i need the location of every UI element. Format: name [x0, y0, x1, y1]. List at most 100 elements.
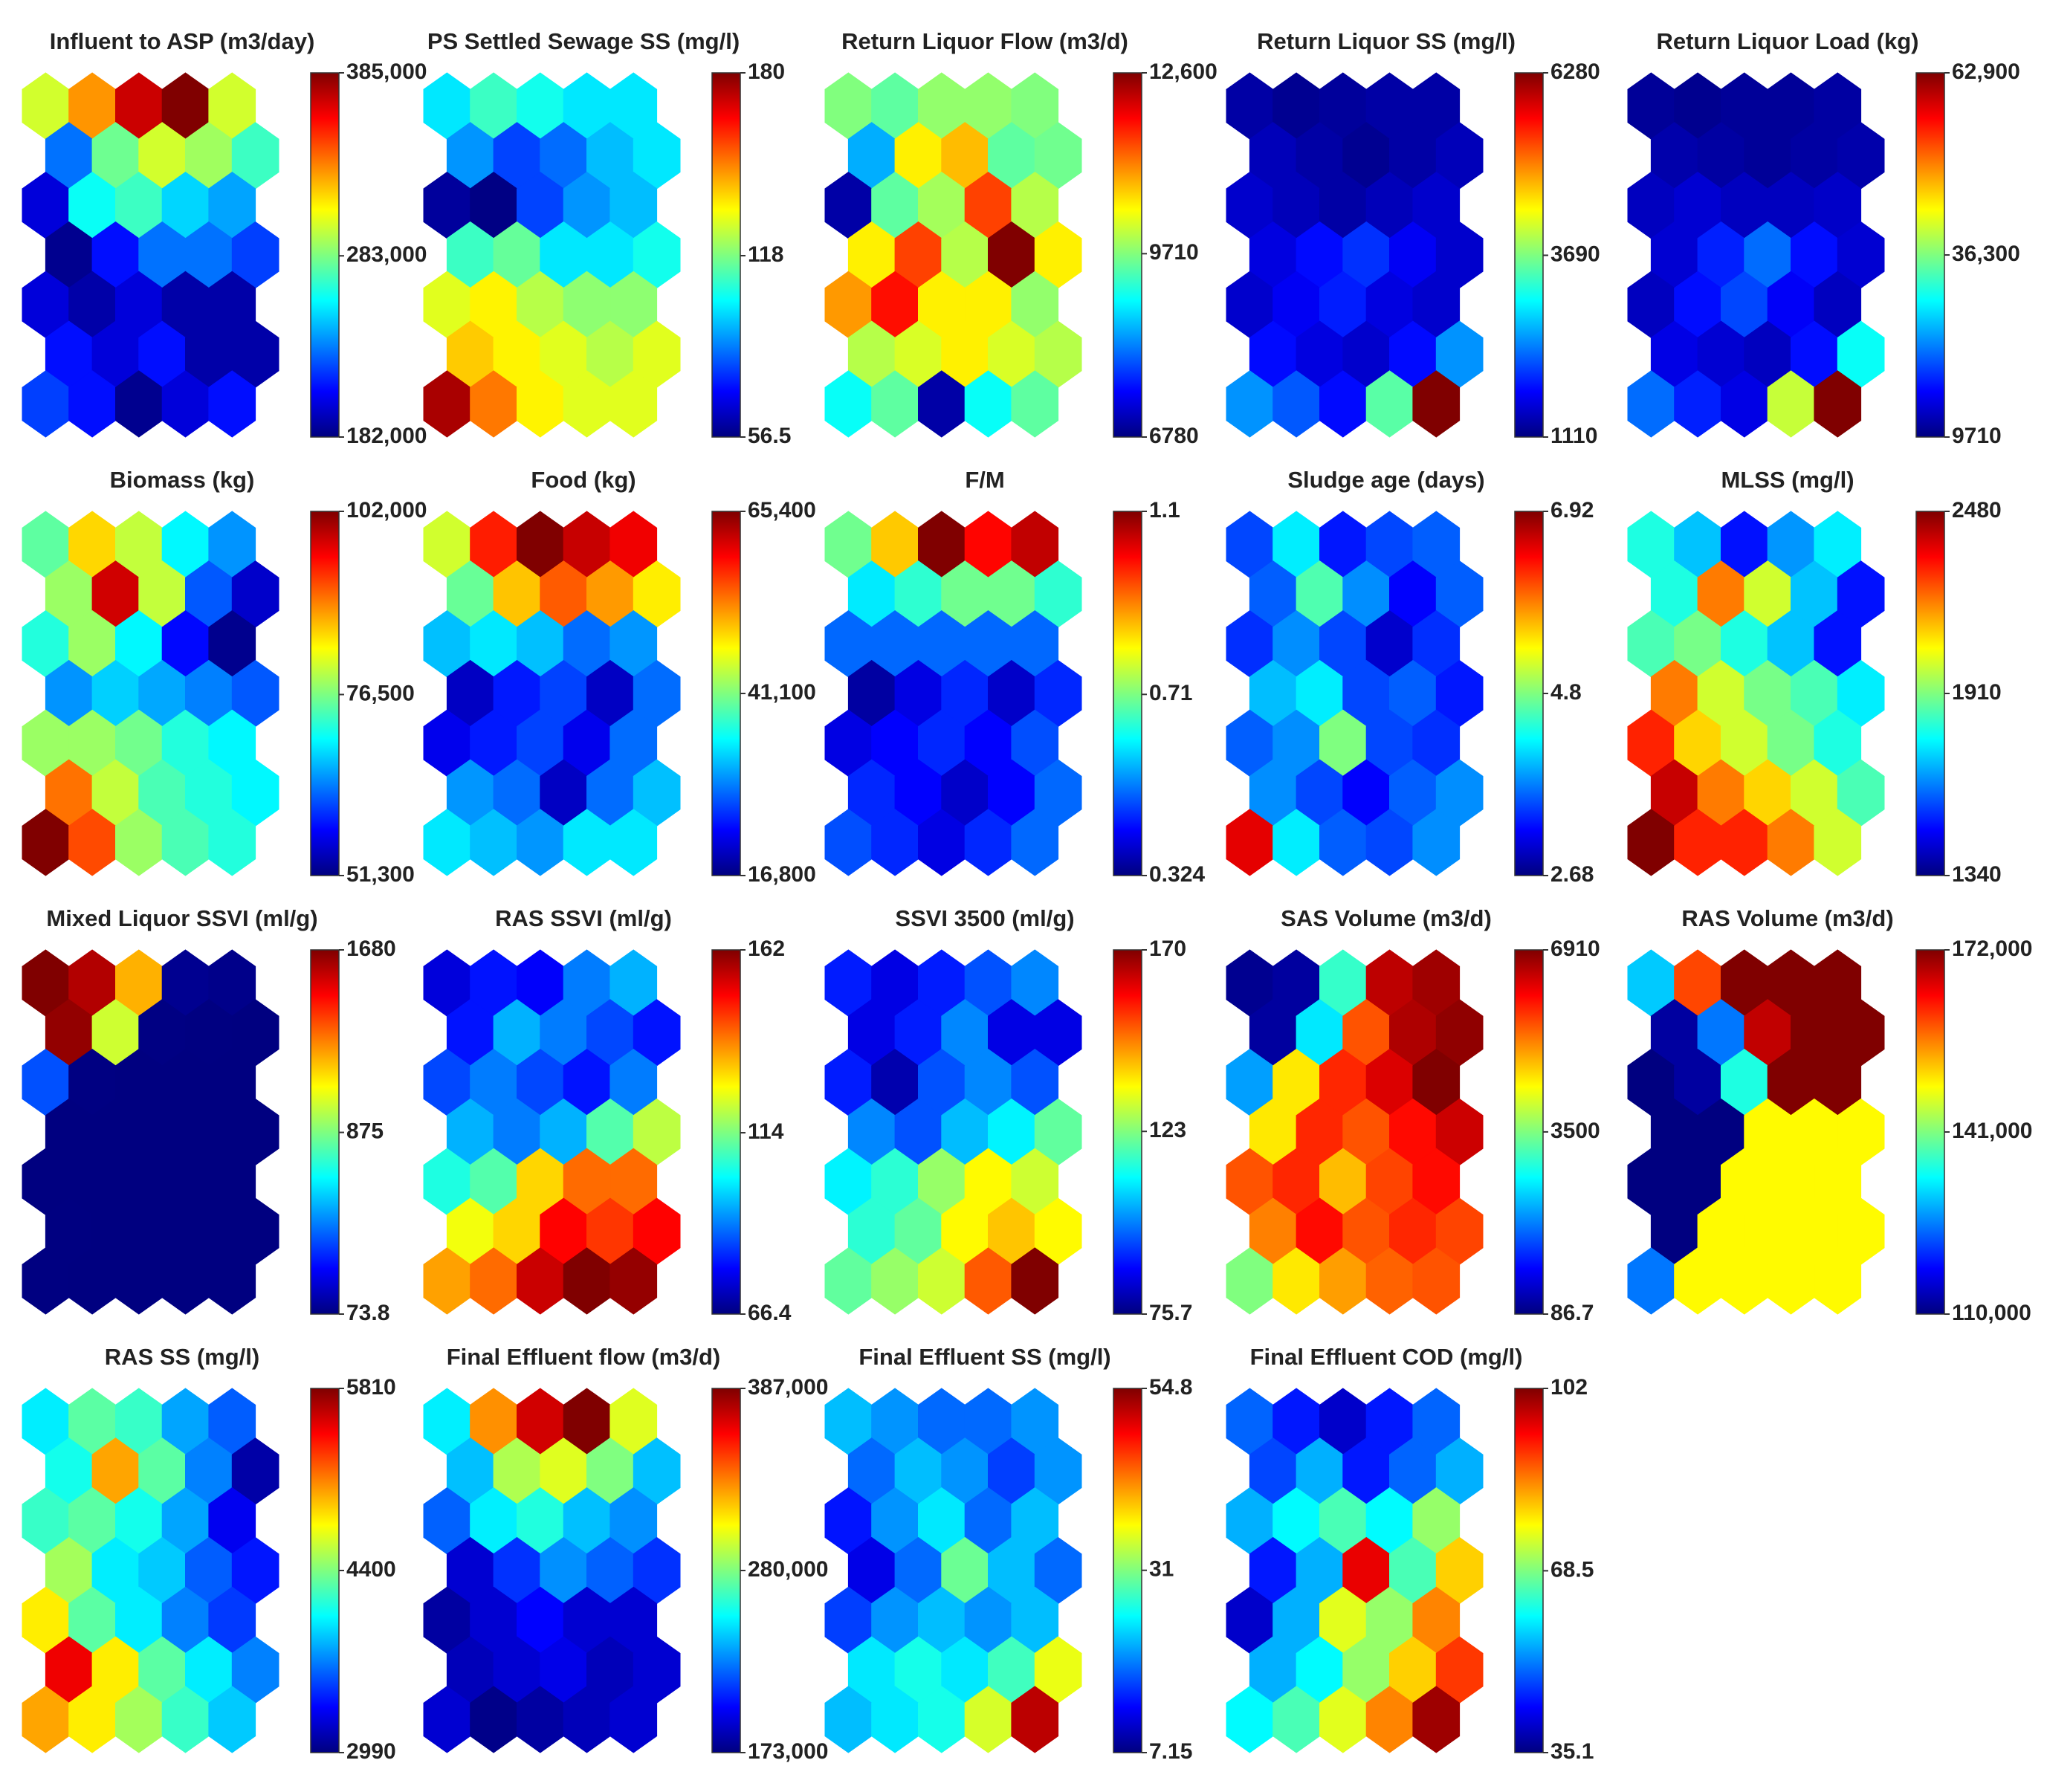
hex-cell	[1011, 1247, 1059, 1315]
colorbar-tick-label: 65,400	[748, 498, 816, 523]
colorbar-tick-label: 280,000	[748, 1557, 828, 1582]
colorbar	[1915, 72, 1945, 438]
component-plane: RAS Volume (m3/d) 110,000 141,000 172,000	[1627, 905, 2032, 1325]
colorbar-tick-label: 182,000	[346, 424, 427, 448]
hex-cell	[609, 370, 658, 438]
colorbar	[1514, 1388, 1544, 1753]
colorbar-tick-label: 102,000	[346, 498, 427, 523]
colorbar-tick-label: 180	[748, 59, 785, 84]
hex-cell	[609, 1686, 658, 1753]
colorbar-tick-label: 66.4	[748, 1301, 792, 1325]
hex-cell	[1412, 809, 1461, 876]
component-plane: SAS Volume (m3/d) 86.7 3500 6910	[1226, 905, 1600, 1325]
colorbar-tick-label: 62,900	[1952, 59, 2020, 84]
hex-cell	[208, 1686, 256, 1753]
colorbar	[1915, 511, 1945, 876]
colorbar-tick-label: 6280	[1550, 59, 1600, 84]
colorbar-tick-label: 35.1	[1550, 1739, 1594, 1764]
colorbar-tick-label: 75.7	[1149, 1301, 1192, 1325]
component-plane: Biomass (kg) 51,300 76,500 102,000	[22, 467, 427, 887]
hex-cell	[1011, 1686, 1059, 1753]
component-plane: RAS SS (mg/l) 2990 4400 5810	[22, 1344, 396, 1764]
plane-title: Sludge age (days)	[1287, 467, 1484, 493]
colorbar	[1915, 949, 1945, 1315]
plane-title: Biomass (kg)	[110, 467, 255, 493]
colorbar-tick-label: 2480	[1952, 498, 2002, 523]
colorbar-tick-label: 1110	[1550, 424, 1597, 448]
colorbar-tick-label: 2.68	[1550, 862, 1594, 887]
plane-title: Final Effluent SS (mg/l)	[858, 1344, 1110, 1370]
colorbar	[711, 1388, 741, 1753]
component-plane: SSVI 3500 (ml/g) 75.7 123 170	[824, 905, 1192, 1325]
colorbar-tick-label: 173,000	[748, 1739, 828, 1764]
colorbar	[1113, 949, 1142, 1315]
hex-cell	[609, 809, 658, 876]
component-plane: Final Effluent SS (mg/l) 7.15 31 54.8	[824, 1344, 1192, 1764]
component-plane: Food (kg) 16,800 41,100 65,400	[423, 467, 816, 887]
hex-cell	[1814, 370, 1862, 438]
plane-title: MLSS (mg/l)	[1721, 467, 1854, 493]
colorbar-tick-label: 7.15	[1149, 1739, 1192, 1764]
component-plane: Influent to ASP (m3/day) 182,000 283,000 38…	[22, 28, 427, 448]
colorbar-tick-label: 2990	[346, 1739, 396, 1764]
colorbar	[1113, 72, 1142, 438]
colorbar-tick-label: 875	[346, 1119, 384, 1144]
colorbar-tick-label: 12,600	[1149, 59, 1217, 84]
colorbar-tick-label: 31	[1149, 1557, 1174, 1582]
colorbar	[310, 1388, 340, 1753]
colorbar-tick-label: 0.71	[1149, 681, 1192, 705]
component-plane: MLSS (mg/l) 1340 1910 2480	[1627, 467, 2002, 887]
colorbar-tick-label: 68.5	[1550, 1557, 1594, 1582]
colorbar-tick-label: 0.324	[1149, 862, 1205, 887]
colorbar-tick-label: 114	[748, 1119, 784, 1144]
hex-cell	[208, 1247, 256, 1315]
colorbar-tick-label: 73.8	[346, 1301, 389, 1325]
plane-title: F/M	[965, 467, 1004, 493]
plane-title: Return Liquor SS (mg/l)	[1257, 28, 1516, 54]
colorbar	[711, 511, 741, 876]
colorbar	[1514, 949, 1544, 1315]
colorbar-tick-label: 283,000	[346, 242, 427, 267]
plane-title: Final Effluent flow (m3/d)	[447, 1344, 721, 1370]
hex-cell	[1412, 370, 1461, 438]
component-plane: PS Settled Sewage SS (mg/l) 56.5 118 180	[423, 28, 791, 448]
colorbar-tick-label: 9710	[1952, 424, 2002, 448]
component-plane: F/M 0.324 0.71 1.1	[824, 467, 1205, 887]
colorbar-tick-label: 162	[748, 937, 785, 961]
colorbar-tick-label: 102	[1550, 1375, 1588, 1400]
hex-cell	[609, 1247, 658, 1315]
hex-cell	[1011, 809, 1059, 876]
component-plane: Final Effluent COD (mg/l) 35.1 68.5 102	[1226, 1344, 1594, 1764]
colorbar	[1514, 72, 1544, 438]
colorbar-tick-label: 387,000	[748, 1375, 828, 1400]
plane-title: RAS Volume (m3/d)	[1681, 905, 1893, 931]
colorbar-tick-label: 5810	[346, 1375, 396, 1400]
colorbar-tick-label: 123	[1149, 1118, 1186, 1142]
hex-cell	[1011, 370, 1059, 438]
component-plane: Mixed Liquor SSVI (ml/g) 73.8 875 1680	[22, 905, 396, 1325]
plane-title: SSVI 3500 (ml/g)	[895, 905, 1074, 931]
plane-title: Food (kg)	[531, 467, 636, 493]
colorbar	[1113, 1388, 1142, 1753]
colorbar-tick-label: 86.7	[1550, 1301, 1594, 1325]
colorbar-tick-label: 56.5	[748, 424, 791, 448]
plane-title: Mixed Liquor SSVI (ml/g)	[46, 905, 317, 931]
colorbar-tick-label: 118	[748, 242, 783, 267]
plane-title: Influent to ASP (m3/day)	[50, 28, 315, 54]
colorbar-tick-label: 6910	[1550, 937, 1600, 961]
colorbar	[1113, 511, 1142, 876]
plane-title: SAS Volume (m3/d)	[1281, 905, 1492, 931]
colorbar-tick-label: 170	[1149, 937, 1186, 961]
colorbar-tick-label: 9710	[1149, 240, 1199, 265]
colorbar-tick-label: 3690	[1550, 242, 1600, 266]
colorbar-tick-label: 6.92	[1550, 498, 1594, 523]
hex-cell	[1412, 1686, 1461, 1753]
plane-title: RAS SS (mg/l)	[105, 1344, 259, 1370]
colorbar-tick-label: 41,100	[748, 680, 816, 705]
colorbar	[310, 72, 340, 438]
plane-title: Final Effluent COD (mg/l)	[1250, 1344, 1523, 1370]
colorbar-tick-label: 4.8	[1550, 680, 1582, 705]
colorbar	[711, 949, 741, 1315]
colorbar-tick-label: 4400	[346, 1557, 396, 1582]
